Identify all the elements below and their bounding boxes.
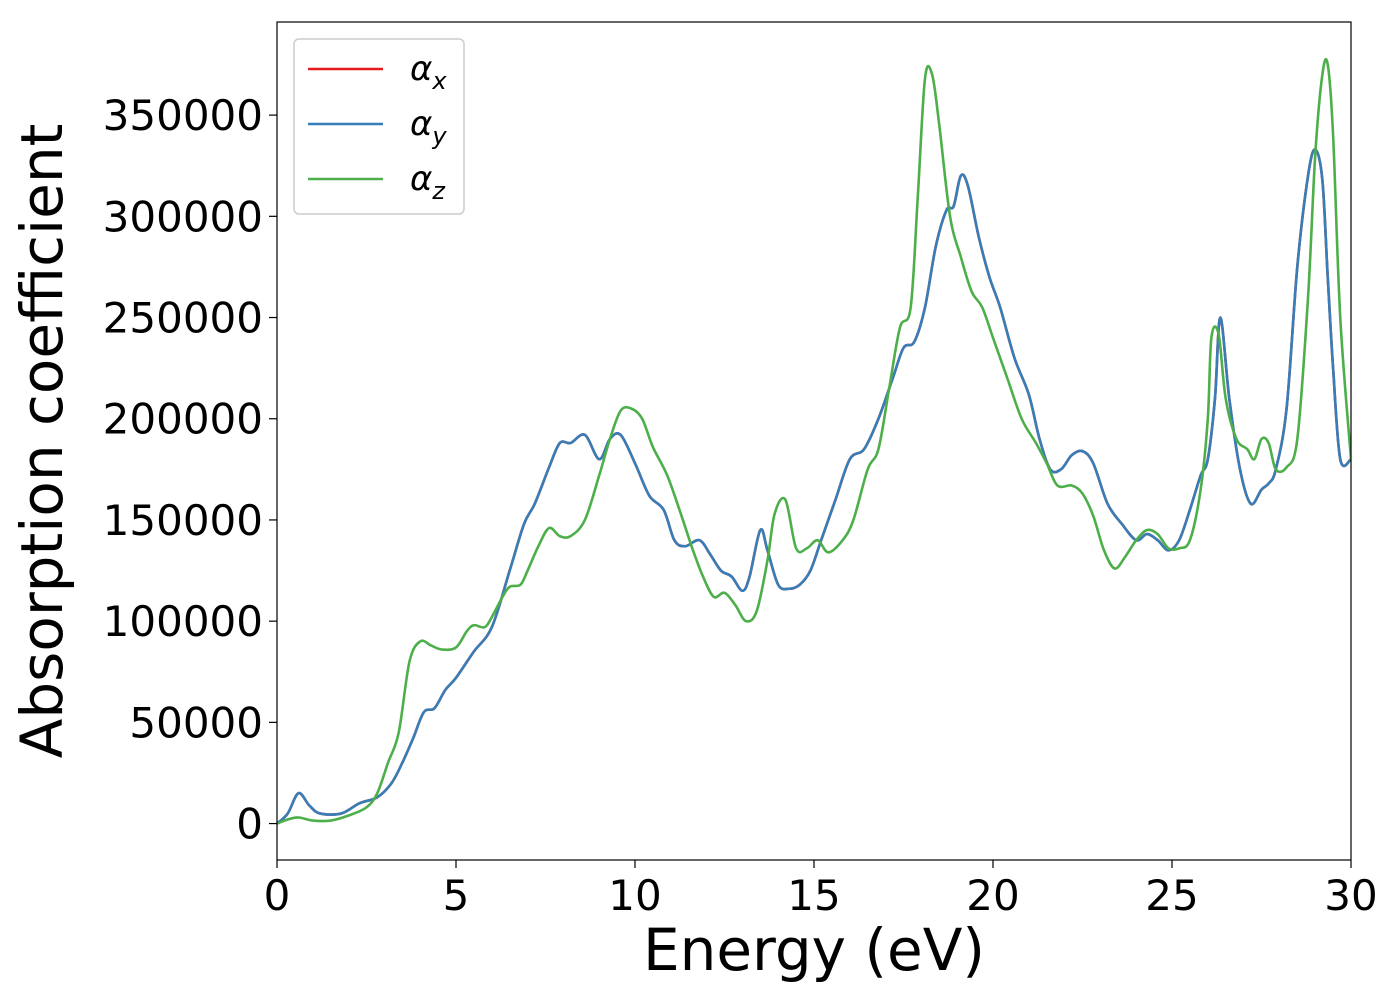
legend: αx αy αz bbox=[293, 38, 465, 215]
x-tick-label: 30 bbox=[1324, 871, 1377, 920]
y-tick-label: 200000 bbox=[103, 395, 263, 444]
x-axis-ticks: 0 5 10 15 20 25 30 bbox=[264, 860, 1378, 920]
legend-frame bbox=[293, 38, 465, 215]
legend-label-x: αx bbox=[410, 49, 447, 95]
y-tick-label: 50000 bbox=[129, 698, 263, 747]
y-tick-label: 0 bbox=[236, 800, 263, 849]
y-tick-label: 300000 bbox=[103, 192, 263, 241]
x-axis-label: Energy (eV) bbox=[643, 916, 985, 984]
y-tick-label: 100000 bbox=[103, 597, 263, 646]
series-line-y bbox=[277, 148, 1351, 825]
x-tick-label: 15 bbox=[787, 871, 840, 920]
y-tick-label: 350000 bbox=[103, 91, 263, 140]
x-tick-label: 20 bbox=[966, 871, 1019, 920]
x-tick-label: 5 bbox=[443, 871, 470, 920]
legend-entries: αx αy αz bbox=[308, 49, 447, 205]
y-tick-label: 250000 bbox=[103, 294, 263, 343]
legend-label-y: αy bbox=[410, 104, 447, 150]
series-layer bbox=[277, 57, 1351, 825]
x-tick-label: 10 bbox=[608, 871, 661, 920]
x-tick-label: 25 bbox=[1145, 871, 1198, 920]
y-axis-ticks: 0 50000 100000 150000 200000 250000 300000 3500… bbox=[103, 91, 277, 849]
y-axis-label: Absorption coefficient bbox=[8, 124, 76, 759]
x-tick-label: 0 bbox=[264, 871, 291, 920]
series-line-z bbox=[277, 57, 1351, 825]
legend-label-z: αz bbox=[410, 159, 446, 205]
y-tick-label: 150000 bbox=[103, 496, 263, 545]
